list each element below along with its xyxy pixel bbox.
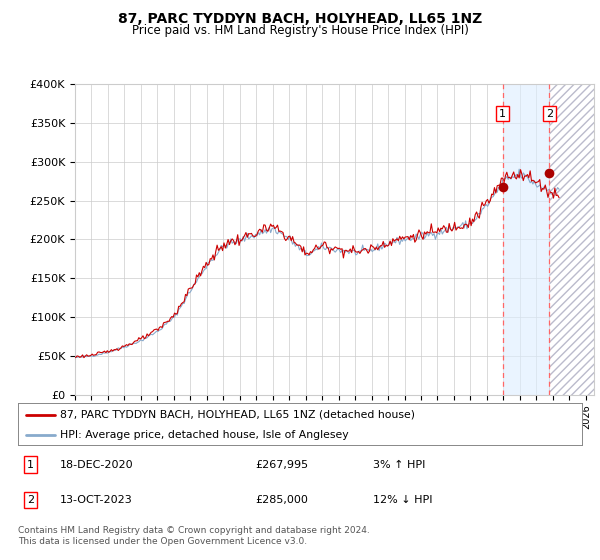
Text: Contains HM Land Registry data © Crown copyright and database right 2024.
This d: Contains HM Land Registry data © Crown c… — [18, 526, 370, 546]
Text: 2: 2 — [27, 495, 34, 505]
Text: 87, PARC TYDDYN BACH, HOLYHEAD, LL65 1NZ (detached house): 87, PARC TYDDYN BACH, HOLYHEAD, LL65 1NZ… — [60, 410, 415, 420]
Text: £285,000: £285,000 — [255, 495, 308, 505]
Text: 13-OCT-2023: 13-OCT-2023 — [60, 495, 133, 505]
Text: £267,995: £267,995 — [255, 460, 308, 469]
Text: HPI: Average price, detached house, Isle of Anglesey: HPI: Average price, detached house, Isle… — [60, 430, 349, 440]
Text: 1: 1 — [27, 460, 34, 469]
Text: 12% ↓ HPI: 12% ↓ HPI — [373, 495, 433, 505]
Bar — [550, 84, 600, 395]
Text: 18-DEC-2020: 18-DEC-2020 — [60, 460, 134, 469]
Bar — [503, 84, 550, 395]
Text: Price paid vs. HM Land Registry's House Price Index (HPI): Price paid vs. HM Land Registry's House … — [131, 24, 469, 37]
Text: 2: 2 — [546, 109, 553, 119]
Text: 1: 1 — [499, 109, 506, 119]
Text: 87, PARC TYDDYN BACH, HOLYHEAD, LL65 1NZ: 87, PARC TYDDYN BACH, HOLYHEAD, LL65 1NZ — [118, 12, 482, 26]
Text: 3% ↑ HPI: 3% ↑ HPI — [373, 460, 425, 469]
